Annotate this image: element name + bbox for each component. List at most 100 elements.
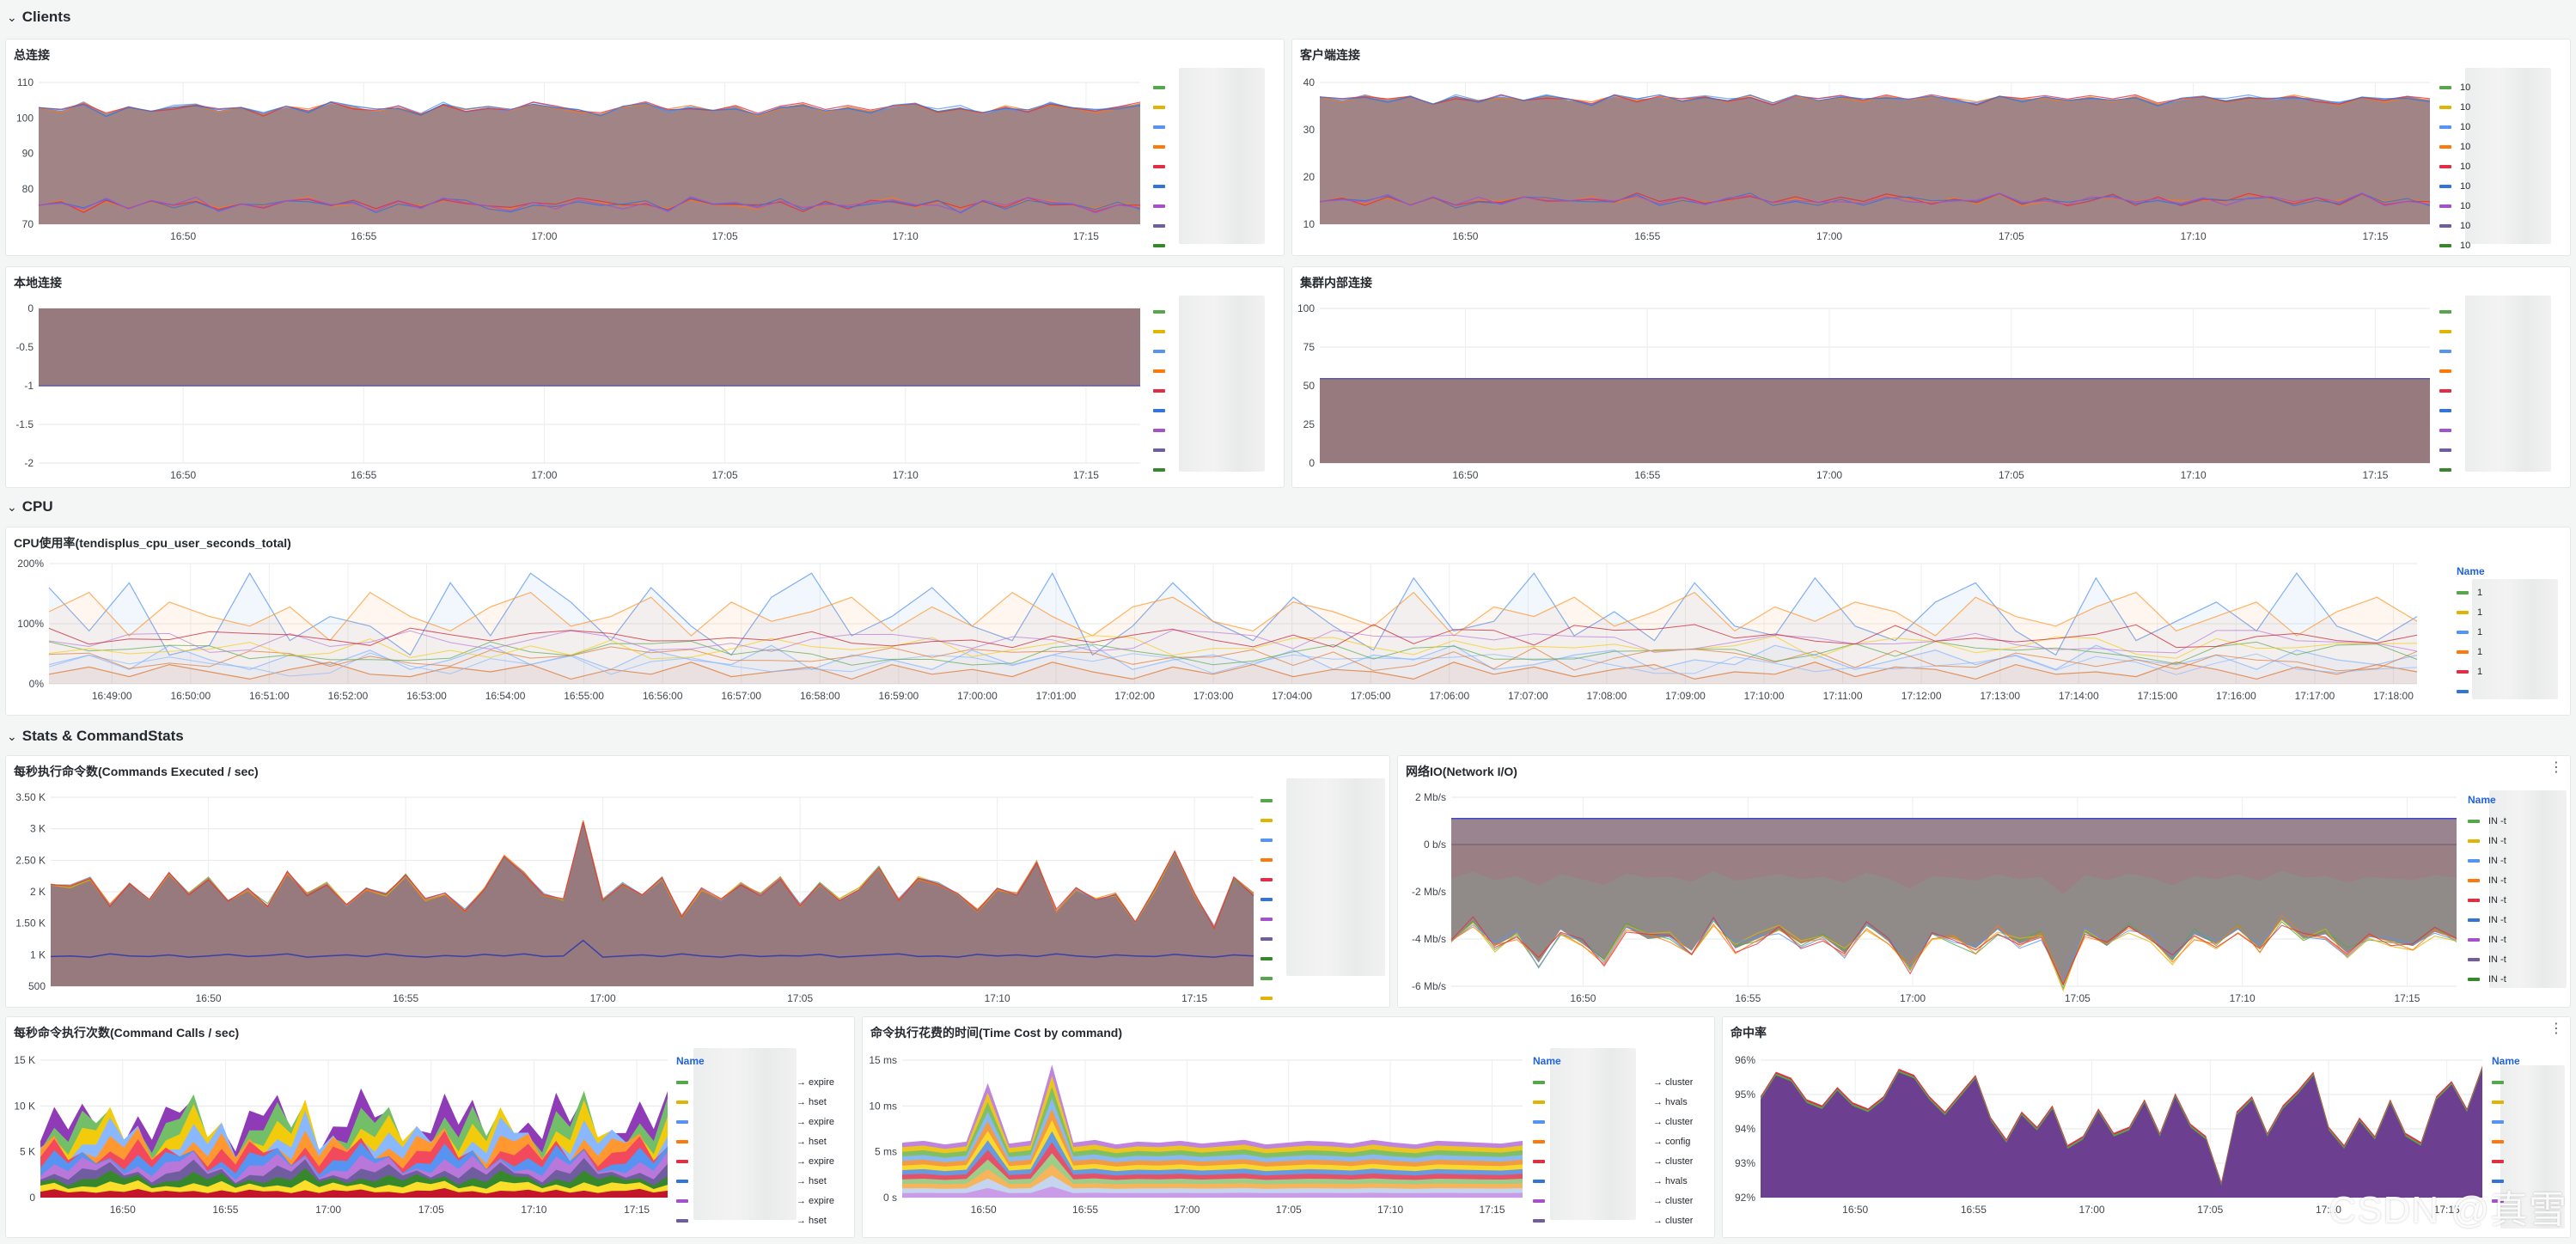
panel-hit-rate[interactable]: 命中率 ⋮ 96% 95% 94% 93% 92% 16:50 16:55 17:00 17:0… [1722,1016,2571,1238]
legend-item[interactable]: → cluster [1533,1191,1693,1210]
legend-item[interactable] [1261,790,1273,810]
legend-item[interactable] [1153,400,1165,420]
legend-item[interactable]: 1 [2457,662,2485,681]
legend-item[interactable]: IN -t [2468,811,2506,831]
legend-item[interactable] [2439,460,2451,479]
panel-client-connections[interactable]: 客户端连接 40 30 20 10 16:50 16:55 17:00 17:05 17:10 1… [1291,39,2571,256]
legend-item[interactable] [1153,440,1165,460]
legend-item[interactable] [2439,361,2451,381]
legend-item[interactable]: → expire [676,1072,834,1092]
row-stats[interactable]: ⌄ Stats & CommandStats [7,728,184,745]
legend-item[interactable] [1153,196,1165,216]
panel-total-connections[interactable]: 总连接 110 100 90 80 70 16:50 16:55 17:00 17:05 17:1… [5,39,1285,256]
legend-item[interactable] [1261,869,1273,889]
legend-item[interactable] [1153,97,1165,117]
legend-item[interactable] [1153,420,1165,440]
legend-item[interactable]: → expire [676,1191,834,1210]
legend-item[interactable]: → expire [676,1112,834,1131]
legend-item[interactable]: → hset [676,1171,834,1191]
legend-item[interactable] [2492,1171,2520,1191]
legend-item[interactable]: → hset [676,1092,834,1112]
legend-item[interactable] [1261,810,1273,830]
legend-item[interactable] [2439,302,2451,321]
legend-item[interactable] [1261,889,1273,909]
legend-item[interactable] [1153,361,1165,381]
legend-item[interactable] [2492,1072,2520,1092]
legend-item[interactable] [1261,948,1273,968]
legend-header[interactable]: Name [2468,794,2496,806]
panel-local-connections[interactable]: 本地连接 0 -0.5 -1 -1.5 -2 16:50 16:55 17:00 17:05 17… [5,266,1285,488]
row-cpu[interactable]: ⌄ CPU [7,498,53,515]
legend-item[interactable] [1153,321,1165,341]
legend-header[interactable]: Name [2457,565,2485,577]
legend-item[interactable]: 10 [2439,235,2470,255]
legend-item[interactable]: IN -t [2468,910,2506,930]
legend-item[interactable]: → cluster [1533,1210,1693,1230]
legend-item[interactable]: 10 [2439,176,2470,196]
legend-item[interactable] [2439,321,2451,341]
legend-item[interactable]: IN -t [2468,890,2506,910]
panel-command-calls[interactable]: 每秒命令执行次数(Command Calls / sec) 15 K 10 K 5 … [5,1016,855,1238]
legend-item[interactable] [2457,681,2485,701]
legend-item[interactable] [2492,1151,2520,1171]
legend-item[interactable] [1153,156,1165,176]
legend-header[interactable]: Name [676,1055,705,1067]
panel-cpu-usage[interactable]: CPU使用率(tendisplus_cpu_user_seconds_total… [5,527,2571,716]
legend-item[interactable]: → hvals [1533,1171,1693,1191]
legend-item[interactable] [2439,400,2451,420]
legend-item[interactable] [1153,341,1165,361]
legend-item[interactable] [1153,176,1165,196]
legend-item[interactable]: 1 [2457,602,2485,622]
legend-item[interactable] [2439,341,2451,361]
legend-item[interactable]: 1 [2457,622,2485,642]
legend-item[interactable]: 10 [2439,117,2470,137]
legend-item[interactable]: 10 [2439,97,2470,117]
panel-menu-icon[interactable]: ⋮ [2549,1021,2563,1036]
legend-item[interactable]: IN -t [2468,870,2506,890]
legend-item[interactable] [1261,909,1273,929]
legend-item[interactable] [1153,216,1165,235]
legend-item[interactable]: → cluster [1533,1151,1693,1171]
legend-item[interactable]: → cluster [1533,1072,1693,1092]
legend-item[interactable] [2492,1131,2520,1151]
legend-item[interactable]: IN -t [2468,831,2506,851]
row-clients[interactable]: ⌄ Clients [7,9,70,26]
panel-cluster-connections[interactable]: 集群内部连接 100 75 50 25 0 16:50 16:55 17:00 17:05 17:… [1291,266,2571,488]
legend-item[interactable] [1261,988,1273,1007]
legend-item[interactable]: 10 [2439,216,2470,235]
legend-item[interactable]: IN -t [2468,851,2506,870]
legend-item[interactable]: 1 [2457,582,2485,602]
legend-item[interactable] [1261,830,1273,850]
legend-item[interactable]: IN -t [2468,930,2506,949]
legend-item[interactable] [2492,1092,2520,1112]
legend-item[interactable]: → cluster [1533,1112,1693,1131]
panel-menu-icon[interactable]: ⋮ [2549,760,2563,775]
legend-item[interactable] [2492,1191,2520,1210]
panel-network-io[interactable]: 网络IO(Network I/O) ⋮ 2 Mb/s 0 b/s -2 Mb/s -4… [1397,755,2571,1008]
legend-item[interactable]: → hvals [1533,1092,1693,1112]
legend-item[interactable] [2439,381,2451,400]
legend-item[interactable] [1261,850,1273,869]
legend-item[interactable] [2492,1112,2520,1131]
legend-item[interactable]: → hset [676,1131,834,1151]
legend-item[interactable]: 10 [2439,196,2470,216]
legend-item[interactable]: → config [1533,1131,1693,1151]
legend-item[interactable] [1153,302,1165,321]
legend-item[interactable] [2439,420,2451,440]
legend-item[interactable]: IN -t [2468,949,2506,969]
legend-item[interactable] [1153,381,1165,400]
legend-item[interactable] [1153,137,1165,156]
legend-item[interactable]: → expire [676,1151,834,1171]
legend-header[interactable]: Name [2492,1055,2520,1067]
legend-item[interactable] [1261,968,1273,988]
legend-item[interactable] [2439,440,2451,460]
panel-time-cost[interactable]: 命令执行花费的时间(Time Cost by command) 15 ms 10 … [862,1016,1715,1238]
legend-item[interactable]: IN -t [2468,969,2506,989]
legend-item[interactable] [1153,460,1165,479]
legend-item[interactable] [1153,235,1165,255]
legend-item[interactable]: 1 [2457,642,2485,662]
legend-item[interactable] [1153,77,1165,97]
legend-item[interactable]: → hset [676,1210,834,1230]
legend-header[interactable]: Name [1533,1055,1561,1067]
